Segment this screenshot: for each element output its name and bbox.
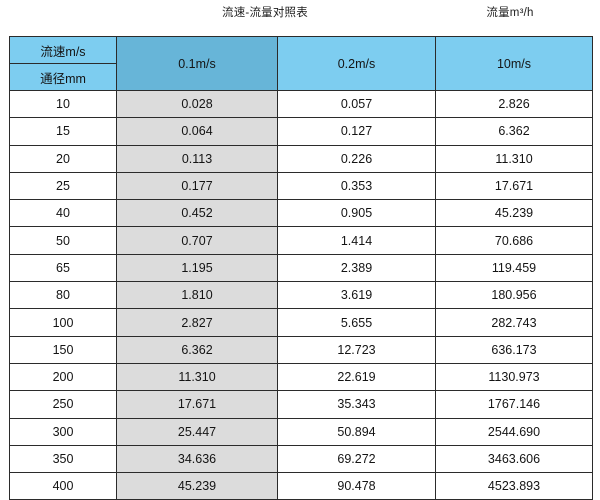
table-row: 10 0.028 0.057 2.826 [9, 89, 593, 119]
cell-flow-at-0-1-ms: 6.362 [116, 335, 278, 364]
table-row: 300 25.447 50.894 2544.690 [9, 417, 593, 446]
table-row: 200 11.310 22.619 1130.973 [9, 362, 593, 392]
cell-nominal-diameter: 25 [9, 171, 117, 201]
caption-bar: 流速-流量对照表 流量m³/h [0, 0, 600, 36]
header-col-0-2-ms: 0.2m/s [277, 36, 436, 91]
header-row-bottom: 通径mm [9, 63, 593, 91]
table-row: 20 0.113 0.226 11.310 [9, 144, 593, 173]
table-row: 350 34.636 69.272 3463.606 [9, 444, 593, 474]
table-row: 80 1.810 3.619 180.956 [9, 281, 593, 310]
cell-flow-at-0-2-ms: 90.478 [277, 472, 436, 500]
cell-nominal-diameter: 300 [9, 417, 117, 446]
cell-flow-at-10-ms: 180.956 [435, 281, 593, 310]
header-col-10-ms: 10m/s [435, 36, 593, 91]
cell-flow-at-10-ms: 282.743 [435, 308, 593, 337]
table-row: 150 6.362 12.723 636.173 [9, 335, 593, 364]
cell-flow-at-0-2-ms: 12.723 [277, 335, 436, 364]
table-title: 流速-流量对照表 [222, 7, 308, 19]
header-col-0-1-ms: 0.1m/s [116, 36, 278, 91]
cell-nominal-diameter: 150 [9, 335, 117, 364]
cell-flow-at-10-ms: 3463.606 [435, 444, 593, 474]
cell-flow-at-0-2-ms: 5.655 [277, 308, 436, 337]
table-body: 10 0.028 0.057 2.826 15 0.064 0.127 6.362 20 0.11… [9, 89, 593, 500]
cell-flow-at-0-1-ms: 1.810 [116, 281, 278, 310]
cell-flow-at-0-2-ms: 50.894 [277, 417, 436, 446]
table-row: 400 45.239 90.478 4523.893 [9, 472, 593, 500]
cell-flow-at-10-ms: 6.362 [435, 117, 593, 146]
cell-nominal-diameter: 350 [9, 444, 117, 474]
cell-flow-at-0-2-ms: 69.272 [277, 444, 436, 474]
cell-nominal-diameter: 50 [9, 226, 117, 255]
cell-flow-at-10-ms: 2.826 [435, 89, 593, 119]
flow-unit-label: 流量m³/h [486, 7, 534, 19]
cell-nominal-diameter: 40 [9, 199, 117, 228]
cell-flow-at-10-ms: 4523.893 [435, 472, 593, 500]
cell-flow-at-0-1-ms: 1.195 [116, 253, 278, 283]
cell-flow-at-10-ms: 11.310 [435, 144, 593, 173]
table-row: 65 1.195 2.389 119.459 [9, 253, 593, 283]
header-velocity-label: 流速m/s [9, 36, 117, 64]
cell-flow-at-0-1-ms: 25.447 [116, 417, 278, 446]
table-row: 40 0.452 0.905 45.239 [9, 199, 593, 228]
cell-flow-at-0-2-ms: 1.414 [277, 226, 436, 255]
cell-flow-at-0-2-ms: 0.057 [277, 89, 436, 119]
cell-flow-at-0-2-ms: 22.619 [277, 362, 436, 392]
cell-flow-at-0-1-ms: 0.113 [116, 144, 278, 173]
cell-nominal-diameter: 65 [9, 253, 117, 283]
cell-flow-at-0-1-ms: 0.452 [116, 199, 278, 228]
cell-flow-at-10-ms: 1767.146 [435, 390, 593, 419]
cell-flow-at-10-ms: 1130.973 [435, 362, 593, 392]
cell-nominal-diameter: 10 [9, 89, 117, 119]
cell-flow-at-0-1-ms: 0.028 [116, 89, 278, 119]
table-row: 250 17.671 35.343 1767.146 [9, 390, 593, 419]
cell-flow-at-10-ms: 636.173 [435, 335, 593, 364]
cell-flow-at-0-1-ms: 11.310 [116, 362, 278, 392]
cell-flow-at-0-1-ms: 34.636 [116, 444, 278, 474]
table-row: 100 2.827 5.655 282.743 [9, 308, 593, 337]
cell-flow-at-0-1-ms: 45.239 [116, 472, 278, 500]
cell-flow-at-0-1-ms: 0.177 [116, 171, 278, 201]
cell-nominal-diameter: 400 [9, 472, 117, 500]
cell-nominal-diameter: 250 [9, 390, 117, 419]
flow-velocity-table-container: 流速m/s 0.1m/s 0.2m/s 10m/s 通径mm 10 0.028 0.… [9, 36, 593, 500]
cell-nominal-diameter: 80 [9, 281, 117, 310]
cell-flow-at-10-ms: 17.671 [435, 171, 593, 201]
header-diameter-label: 通径mm [9, 63, 117, 91]
flow-velocity-table: 流速m/s 0.1m/s 0.2m/s 10m/s 通径mm 10 0.028 0.… [9, 36, 593, 500]
header-row-top: 流速m/s 0.1m/s 0.2m/s 10m/s [9, 36, 593, 91]
cell-flow-at-0-2-ms: 2.389 [277, 253, 436, 283]
table-header: 流速m/s 0.1m/s 0.2m/s 10m/s 通径mm [9, 36, 593, 91]
cell-flow-at-0-1-ms: 17.671 [116, 390, 278, 419]
cell-flow-at-10-ms: 45.239 [435, 199, 593, 228]
cell-flow-at-10-ms: 119.459 [435, 253, 593, 283]
cell-flow-at-0-2-ms: 3.619 [277, 281, 436, 310]
cell-flow-at-0-1-ms: 0.064 [116, 117, 278, 146]
cell-flow-at-0-2-ms: 0.127 [277, 117, 436, 146]
table-row: 15 0.064 0.127 6.362 [9, 117, 593, 146]
cell-nominal-diameter: 100 [9, 308, 117, 337]
cell-nominal-diameter: 15 [9, 117, 117, 146]
table-row: 25 0.177 0.353 17.671 [9, 171, 593, 201]
cell-flow-at-0-2-ms: 35.343 [277, 390, 436, 419]
cell-flow-at-0-1-ms: 0.707 [116, 226, 278, 255]
cell-flow-at-0-2-ms: 0.353 [277, 171, 436, 201]
cell-flow-at-10-ms: 2544.690 [435, 417, 593, 446]
cell-nominal-diameter: 20 [9, 144, 117, 173]
cell-flow-at-10-ms: 70.686 [435, 226, 593, 255]
cell-flow-at-0-1-ms: 2.827 [116, 308, 278, 337]
table-row: 50 0.707 1.414 70.686 [9, 226, 593, 255]
cell-flow-at-0-2-ms: 0.905 [277, 199, 436, 228]
cell-flow-at-0-2-ms: 0.226 [277, 144, 436, 173]
cell-nominal-diameter: 200 [9, 362, 117, 392]
